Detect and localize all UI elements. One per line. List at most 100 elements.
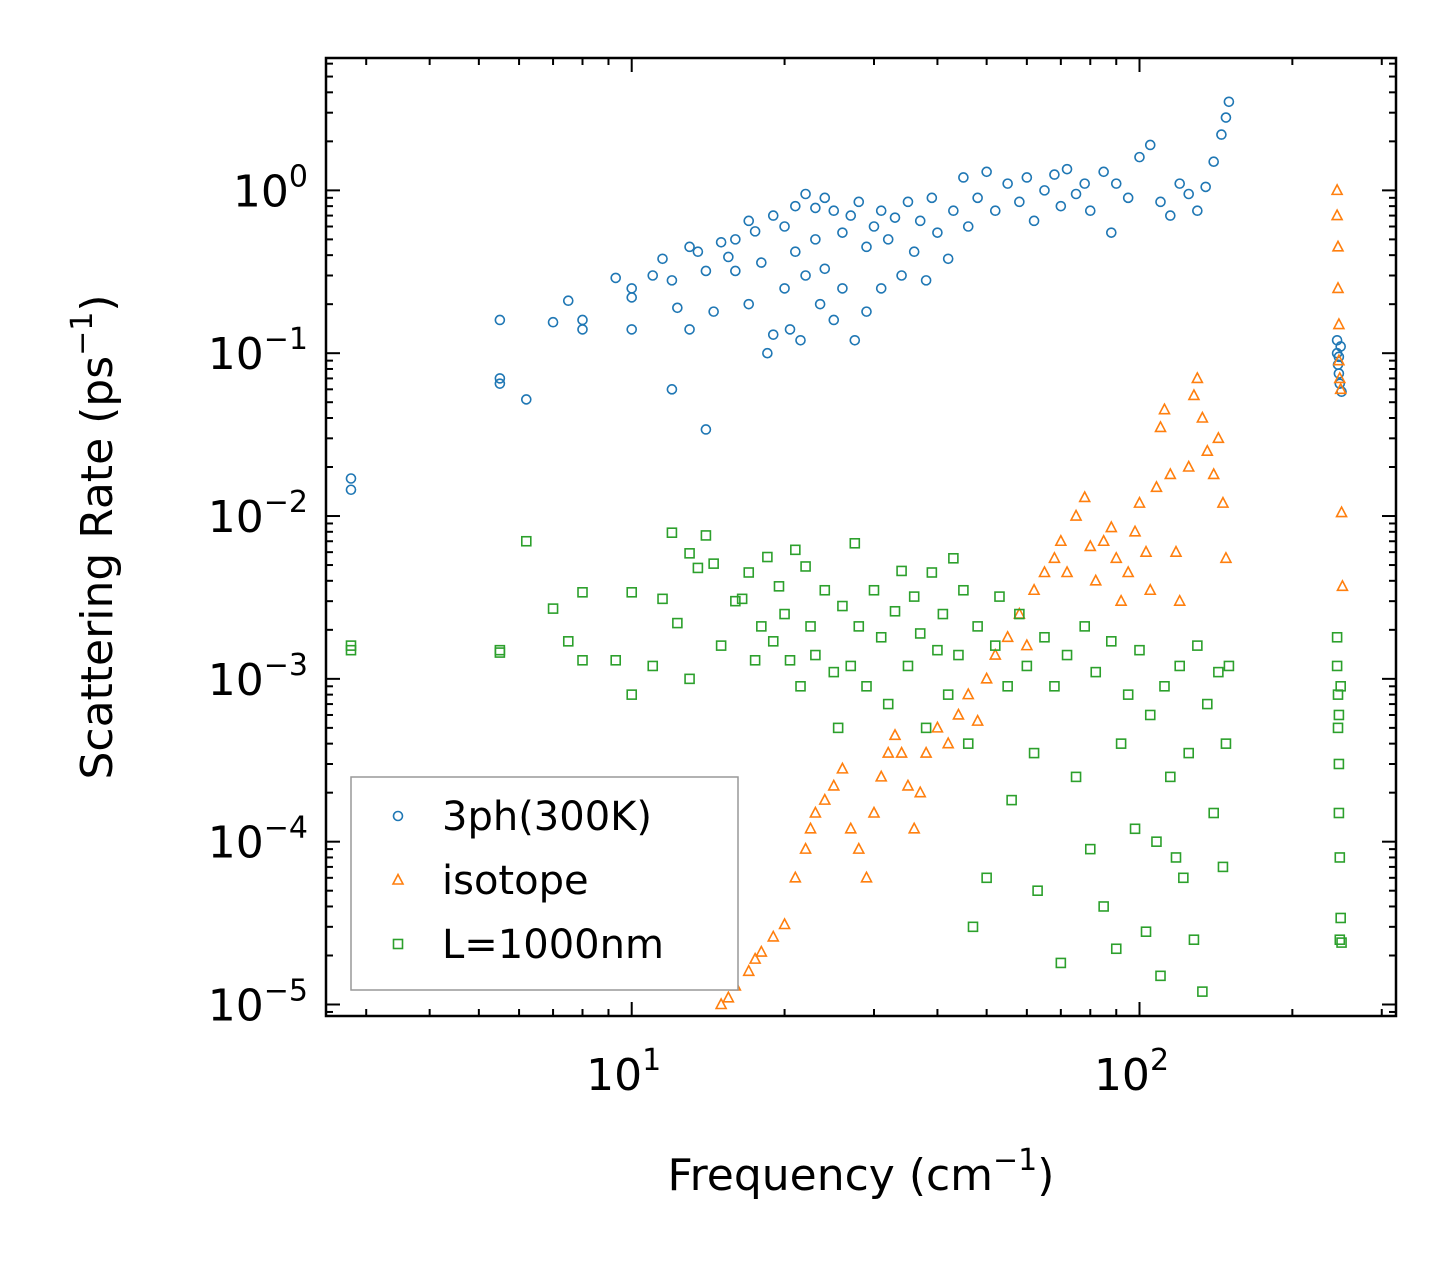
data-point: [749, 654, 761, 666]
data-point: [902, 660, 914, 672]
data-point: [1192, 640, 1203, 651]
data-point: [1187, 388, 1201, 401]
data-point: [942, 689, 954, 700]
data-point: [1213, 666, 1224, 678]
data-point: [1336, 937, 1347, 948]
data-point: [1332, 353, 1346, 366]
data-point: [861, 241, 872, 253]
data-point: [749, 226, 761, 237]
data-point: [1333, 371, 1347, 384]
data-point: [881, 745, 895, 758]
data-point: [1002, 681, 1013, 692]
data-point: [1061, 649, 1073, 661]
data-point: [1188, 934, 1200, 946]
data-point: [1223, 96, 1235, 108]
data-point: [953, 649, 964, 661]
data-point: [907, 821, 921, 834]
y-tick-base: 10: [208, 492, 264, 543]
data-point: [1191, 371, 1204, 384]
data-point: [647, 270, 659, 281]
data-point: [626, 292, 638, 303]
x-tick-exp: 1: [642, 1043, 661, 1078]
data-point: [902, 196, 914, 208]
legend-entries: 3ph(300K) isotope L=1000nm: [391, 794, 664, 968]
data-point: [1196, 410, 1209, 423]
data-point: [1106, 636, 1117, 647]
data-point: [730, 265, 741, 277]
y-tick-exp: 0: [289, 159, 308, 194]
data-point: [715, 640, 727, 651]
data-point: [1202, 698, 1213, 710]
data-point: [800, 188, 811, 200]
data-point: [700, 265, 712, 277]
data-point: [810, 234, 821, 245]
data-point: [1165, 210, 1176, 221]
data-point: [657, 593, 668, 605]
data-point: [730, 595, 741, 607]
y-tick-exp: −4: [264, 811, 308, 846]
data-point: [800, 270, 811, 281]
data-point: [1089, 573, 1103, 586]
data-point: [1216, 495, 1230, 508]
data-point: [1163, 467, 1177, 480]
data-point: [708, 306, 719, 317]
data-point: [756, 257, 767, 268]
data-point: [1216, 129, 1227, 140]
data-point: [1114, 593, 1128, 606]
data-point: [1212, 431, 1225, 444]
data-point: [867, 805, 881, 818]
data-point: [888, 728, 902, 741]
data-point: [948, 552, 959, 564]
x-axis-label-sup: −1: [993, 1143, 1037, 1178]
data-point: [818, 792, 832, 805]
data-point: [1170, 852, 1182, 863]
x-tick-exp: 2: [1150, 1043, 1169, 1078]
data-point: [610, 272, 622, 284]
data-point: [1097, 534, 1110, 547]
data-point: [972, 621, 983, 632]
data-point: [836, 761, 849, 774]
data-point: [762, 347, 773, 359]
data-point: [714, 997, 728, 1010]
data-point: [994, 591, 1005, 602]
data-point: [647, 660, 659, 672]
data-point: [988, 647, 1002, 660]
y-tick-exp: −3: [264, 648, 308, 683]
data-point: [1155, 196, 1166, 208]
data-point: [767, 636, 779, 647]
data-point: [700, 424, 712, 435]
data-point: [1178, 872, 1189, 884]
data-point: [1154, 420, 1167, 433]
data-point: [1174, 178, 1186, 189]
data-point: [626, 324, 638, 335]
y-tick-base: 10: [208, 818, 264, 869]
data-point: [1014, 608, 1025, 620]
data-point: [1129, 823, 1141, 835]
data-point: [1331, 631, 1343, 643]
data-point: [919, 745, 933, 758]
data-point: [784, 654, 796, 666]
data-point: [1078, 490, 1092, 503]
data-point: [547, 316, 559, 328]
data-point: [1084, 843, 1096, 855]
data-point: [547, 603, 559, 614]
data-point: [1333, 758, 1345, 770]
data-point: [941, 736, 955, 749]
data-point: [827, 778, 841, 791]
data-point: [1122, 192, 1134, 204]
data-point: [1079, 621, 1091, 632]
data-point: [958, 172, 969, 183]
data-point: [1183, 747, 1195, 759]
data-point: [743, 567, 755, 578]
data-point: [1197, 986, 1208, 997]
data-point: [1143, 583, 1157, 596]
x-tick-label: 101: [586, 1043, 661, 1101]
x-tick-labels: 101 102: [586, 1043, 1169, 1101]
data-point: [666, 275, 678, 286]
data-point: [795, 681, 806, 692]
data-point: [932, 644, 943, 656]
data-point: [1109, 551, 1123, 564]
data-point: [626, 689, 638, 700]
data-point: [805, 621, 816, 632]
